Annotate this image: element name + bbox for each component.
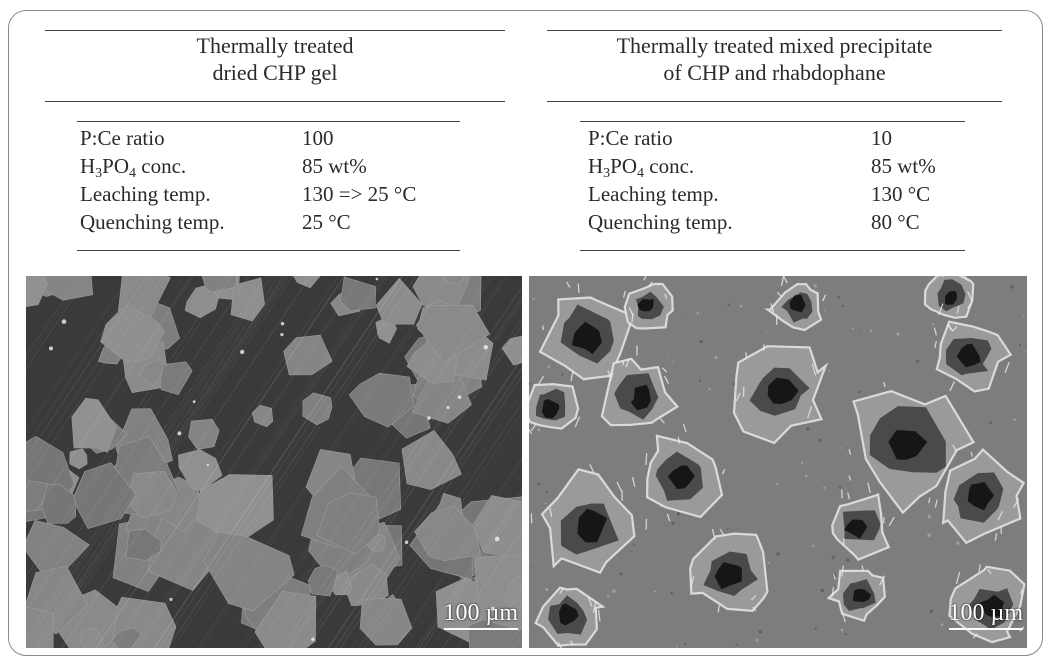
crystal-grain	[293, 276, 321, 289]
param-value: 10	[871, 126, 892, 150]
right-title-line1: Thermally treated mixed precipitate	[616, 33, 933, 58]
left-sem-micrograph: 100 µm	[26, 276, 522, 648]
param-value: 80 °C	[871, 210, 920, 234]
crystal-grain	[443, 276, 464, 286]
param-row: P:Ce ratio 10	[588, 124, 963, 152]
left-sem-image	[26, 276, 522, 648]
right-sem-image	[529, 276, 1027, 648]
right-params-table: P:Ce ratio 10 H3PO4 conc. 85 wt% Leachin…	[588, 124, 963, 236]
crystal-grain	[414, 505, 481, 562]
crystal-grain	[71, 397, 117, 453]
param-value: 85 wt%	[871, 154, 936, 178]
crystal-grain	[254, 590, 317, 648]
crystal-grain	[415, 304, 491, 364]
crystal-grain	[230, 277, 265, 322]
crystal-grain	[307, 565, 339, 597]
right-scale-line	[948, 628, 1023, 630]
crystal-grain	[302, 392, 333, 426]
right-title-line2: of CHP and rhabdophane	[663, 60, 886, 85]
crystal-grain	[100, 304, 165, 363]
crystal-grain	[126, 470, 179, 519]
param-value: 85 wt%	[302, 154, 367, 178]
left-scale-line	[443, 628, 518, 630]
crystal-grain	[203, 531, 295, 612]
crystal-grain	[26, 606, 54, 648]
param-label: P:Ce ratio	[588, 126, 673, 150]
crystal-grain	[348, 372, 414, 428]
left-title-bottom-rule	[45, 101, 505, 102]
param-row: Leaching temp. 130 °C	[588, 180, 963, 208]
param-value: 130 °C	[871, 182, 931, 206]
param-value: 25 °C	[302, 210, 351, 234]
crystal-grain	[80, 627, 104, 648]
param-row: H3PO4 conc. 85 wt%	[80, 152, 460, 181]
crystal-grain	[359, 597, 413, 646]
left-params-top-rule	[77, 121, 460, 122]
left-title-top-rule	[45, 30, 505, 31]
crystal-grain	[201, 276, 237, 293]
param-row: P:Ce ratio 100	[80, 124, 460, 152]
crystal-grain	[26, 276, 49, 307]
crystal-grain	[42, 276, 94, 301]
crystal-grain	[188, 418, 220, 450]
right-params-bottom-rule	[580, 250, 965, 251]
crystal-grain	[72, 462, 137, 529]
param-label: Leaching temp.	[80, 182, 211, 206]
crystal-grain	[501, 335, 522, 366]
param-label: P:Ce ratio	[80, 126, 165, 150]
right-scale-label: 100 µm	[948, 600, 1024, 626]
left-params-table: P:Ce ratio 100 H3PO4 conc. 85 wt% Leachi…	[80, 124, 460, 236]
crystal-grain	[251, 404, 274, 428]
crystal-grain	[110, 627, 142, 648]
right-params-top-rule	[580, 121, 965, 122]
left-title-line2: dried CHP gel	[212, 60, 338, 85]
crystal-grain	[504, 575, 522, 611]
right-column-title: Thermally treated mixed precipitate of C…	[547, 32, 1002, 86]
param-label: Quenching temp.	[588, 210, 733, 234]
left-column-title: Thermally treated dried CHP gel	[45, 32, 505, 86]
param-row: Quenching temp. 25 °C	[80, 208, 460, 236]
param-label: Quenching temp.	[80, 210, 225, 234]
right-title-top-rule	[547, 30, 1002, 31]
crystal-grain	[41, 483, 77, 524]
crystal-grain	[401, 430, 462, 490]
crystal-grain	[340, 276, 376, 311]
crystal-grain	[177, 449, 223, 492]
left-title-line1: Thermally treated	[196, 33, 354, 58]
crystal-grain	[160, 361, 193, 396]
figure-frame	[8, 10, 1043, 656]
param-value: 130 => 25 °C	[302, 182, 417, 206]
left-scale-bar: 100 µm	[443, 600, 519, 630]
right-sem-micrograph: 100 µm	[529, 276, 1027, 648]
left-params-bottom-rule	[77, 250, 460, 251]
param-row: H3PO4 conc. 85 wt%	[588, 152, 963, 181]
crystal-grain	[473, 555, 522, 631]
crystal-grain	[316, 492, 381, 555]
crystal-grain	[283, 334, 333, 376]
right-scale-bar: 100 µm	[948, 600, 1024, 630]
param-value: 100	[302, 126, 334, 150]
crystal-grain	[375, 277, 423, 325]
crystal-grain	[125, 528, 162, 562]
crystal-grain	[472, 495, 522, 560]
right-title-bottom-rule	[547, 101, 1002, 102]
crystal-grain	[69, 448, 88, 470]
param-label: H3PO4 conc.	[80, 154, 187, 181]
left-scale-label: 100 µm	[443, 600, 519, 626]
param-label: Leaching temp.	[588, 182, 719, 206]
param-label: H3PO4 conc.	[588, 154, 695, 181]
param-row: Quenching temp. 80 °C	[588, 208, 963, 236]
param-row: Leaching temp. 130 => 25 °C	[80, 180, 460, 208]
